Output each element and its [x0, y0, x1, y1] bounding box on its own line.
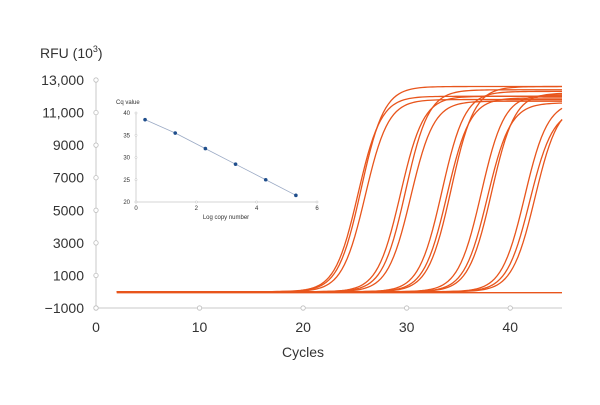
main-y-tick-mark — [93, 77, 99, 83]
main-y-axis-label: RFU (103) — [40, 44, 103, 61]
inset-x-tick-mark — [194, 200, 198, 204]
inset-data-point — [173, 131, 178, 135]
amplification-curve — [116, 98, 562, 293]
inset-data-point — [233, 162, 238, 166]
main-y-tick-label: 13,000 — [41, 72, 84, 88]
main-y-tick-label: 3000 — [53, 235, 84, 251]
inset-x-tick-label: 6 — [315, 206, 319, 212]
inset-y-ticks: 20 25 30 35 40 — [123, 111, 138, 206]
main-y-tick-mark — [93, 272, 99, 279]
inset-y-tick-mark — [134, 133, 138, 137]
main-x-tick-label: 10 — [192, 319, 208, 335]
inset-fit-group — [144, 119, 297, 196]
inset-y-tick-mark — [134, 111, 138, 115]
main-y-axis-label-sup: 3 — [93, 44, 98, 54]
main-y-axis-label-close: ) — [98, 45, 103, 61]
amplification-curve — [116, 89, 562, 293]
amplification-curve — [116, 90, 562, 293]
amplification-curve — [116, 119, 563, 293]
main-x-ticks: 0 10 20 30 40 — [92, 305, 518, 335]
inset-x-axis-label: Log copy number — [203, 215, 249, 221]
main-y-tick-label: 11,000 — [42, 105, 84, 121]
inset-data-point — [143, 117, 147, 122]
inset-y-tick-mark — [134, 156, 138, 159]
inset-data-point — [294, 193, 298, 198]
main-x-tick-label: 20 — [295, 319, 311, 335]
inset-y-tick-label: 20 — [123, 200, 130, 206]
main-y-tick-mark — [93, 207, 99, 213]
inset-y-tick-label: 40 — [123, 111, 130, 117]
inset-y-tick-mark — [134, 178, 138, 182]
main-y-tick-mark — [93, 175, 99, 181]
amplification-curve — [116, 100, 562, 293]
inset-y-tick-label: 30 — [123, 156, 130, 162]
inset-title: Cq value — [116, 100, 140, 106]
amplification-curve — [116, 97, 563, 293]
main-x-tick-mark — [404, 305, 410, 311]
main-y-tick-label: 9000 — [53, 137, 84, 153]
main-y-tick-label: 5000 — [53, 202, 84, 218]
main-x-tick-mark — [93, 305, 99, 311]
inset-x-tick-mark — [315, 200, 319, 204]
main-x-tick-label: 40 — [502, 319, 518, 335]
inset-points-group — [143, 117, 298, 198]
main-y-tick-label: −1000 — [45, 300, 85, 316]
main-x-tick-mark — [196, 305, 203, 311]
main-x-axis-label: Cycles — [282, 344, 324, 360]
main-y-ticks: −1000 1000 3000 5000 7000 9000 11,000 13,000 — [41, 72, 99, 316]
main-y-tick-mark — [93, 240, 99, 246]
main-y-tick-label: 7000 — [53, 170, 84, 186]
amplification-curve — [116, 94, 563, 293]
main-y-tick-mark — [93, 109, 99, 116]
amplification-curve — [116, 95, 562, 293]
main-y-tick-mark — [93, 142, 99, 148]
inset-cq-plot: Cq value Log copy number 20 25 30 35 40 0 2 4 6 — [116, 100, 319, 221]
main-y-axis-label-text: RFU (10 — [40, 45, 93, 61]
main-x-tick-mark — [507, 305, 513, 311]
inset-x-ticks: 0 2 4 6 — [134, 200, 319, 212]
main-x-tick-label: 30 — [399, 319, 415, 335]
inset-x-tick-mark — [255, 200, 259, 204]
main-x-tick-mark — [300, 305, 306, 311]
amplification-curve — [116, 95, 562, 293]
inset-data-point — [263, 177, 268, 182]
inset-x-tick-label: 0 — [134, 206, 138, 212]
inset-fit-line — [144, 119, 297, 196]
main-x-tick-label: 0 — [92, 319, 100, 335]
inset-x-tick-mark — [134, 200, 138, 204]
amplification-curve — [116, 92, 563, 293]
inset-y-tick-label: 25 — [123, 178, 130, 184]
inset-y-tick-label: 35 — [123, 133, 130, 139]
inset-x-tick-label: 2 — [195, 206, 199, 212]
main-y-tick-label: 1000 — [53, 267, 84, 283]
main-series-group — [116, 85, 563, 294]
inset-x-tick-label: 4 — [255, 206, 259, 212]
inset-data-point — [203, 146, 208, 151]
